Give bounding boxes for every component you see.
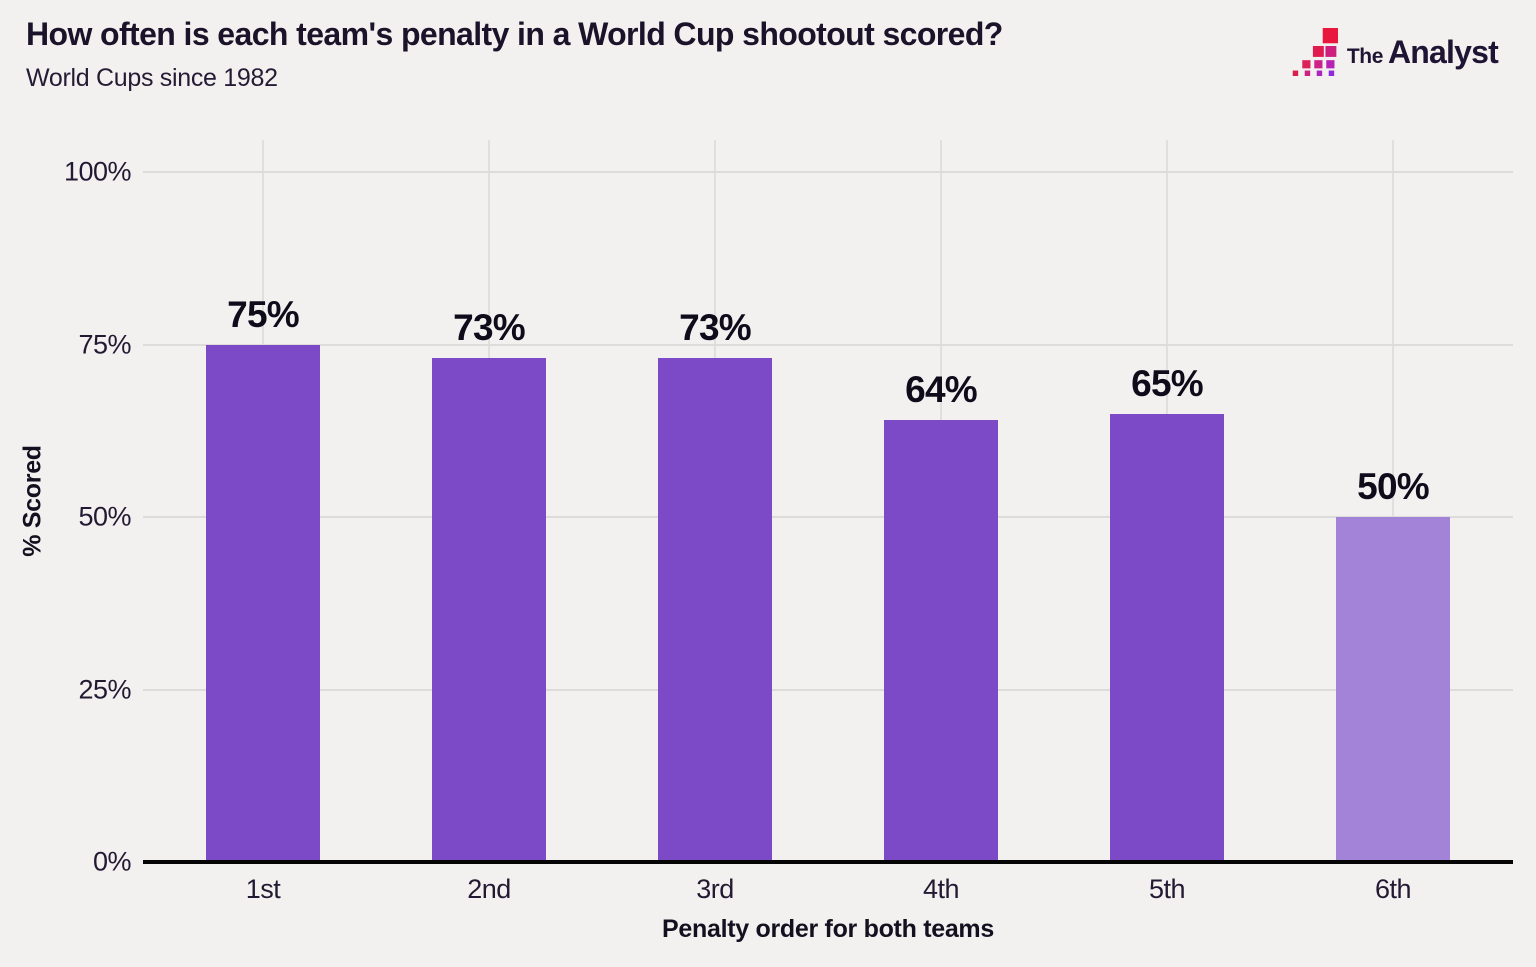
y-tick-label: 50% xyxy=(78,501,131,532)
x-tick-label: 4th xyxy=(922,874,960,904)
y-tick-label: 75% xyxy=(78,329,131,359)
x-tick-label: 3rd xyxy=(696,874,734,904)
y-axis-title: % Scored xyxy=(18,445,47,557)
plot-area: 0% 25% 50% 75% 100% 75% 1st 73% 2nd 73% 3rd 64% 4th 6… xyxy=(64,140,1513,904)
x-tick-label: 5th xyxy=(1148,874,1186,904)
y-tick-label: 25% xyxy=(78,674,131,704)
analyst-logo: The Analyst xyxy=(1290,28,1499,76)
bar-value-label: 65% xyxy=(1131,362,1203,404)
bar-value-label: 73% xyxy=(679,307,751,349)
bar-value-label: 73% xyxy=(453,307,525,349)
bar-2nd xyxy=(432,358,546,862)
bar-4th xyxy=(884,420,998,862)
horizontal-gridline xyxy=(143,516,1513,518)
x-tick-label: 2nd xyxy=(467,874,511,904)
analyst-logo-text: The Analyst xyxy=(1346,33,1499,71)
bar-value-label: 64% xyxy=(905,369,977,411)
bar-6th xyxy=(1336,517,1450,862)
x-tick-label: 6th xyxy=(1374,874,1412,904)
x-tick-label: 1st xyxy=(245,874,281,904)
chart-subtitle: World Cups since 1982 xyxy=(26,64,278,92)
horizontal-gridline xyxy=(143,688,1513,691)
y-tick-label: 100% xyxy=(63,156,132,187)
bar-5th xyxy=(1110,413,1224,862)
bar-value-label: 75% xyxy=(227,293,299,335)
logo-word-analyst: Analyst xyxy=(1388,33,1499,70)
analyst-logo-stairs-icon xyxy=(1290,28,1338,76)
bar-1st xyxy=(206,344,320,862)
horizontal-gridline xyxy=(143,171,1513,173)
bar-3rd xyxy=(658,358,772,862)
logo-word-the: The xyxy=(1346,44,1384,68)
horizontal-gridline xyxy=(143,343,1513,346)
chart-title: How often is each team's penalty in a Wo… xyxy=(26,16,1003,52)
x-axis-title: Penalty order for both teams xyxy=(662,915,994,943)
x-axis-line xyxy=(143,860,1513,864)
vertical-gridline xyxy=(1392,140,1394,862)
y-tick-label: 0% xyxy=(92,846,132,877)
bar-value-label: 50% xyxy=(1357,466,1429,507)
